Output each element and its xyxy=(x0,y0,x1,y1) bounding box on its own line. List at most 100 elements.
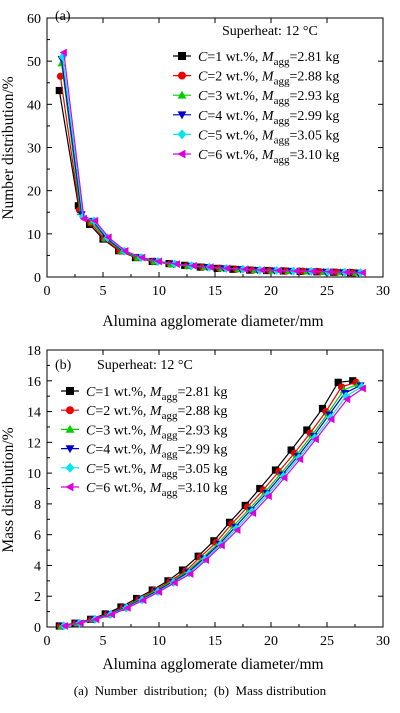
y-tick-label: 0 xyxy=(34,621,41,636)
data-point xyxy=(56,72,65,80)
y-axis-label: Mass distribution/% xyxy=(0,427,17,552)
x-tick-label: 30 xyxy=(376,284,390,299)
data-point xyxy=(318,404,327,413)
data-point xyxy=(311,435,319,444)
y-tick-label: 40 xyxy=(27,98,41,113)
data-point xyxy=(91,216,99,225)
legend-label: C=3 wt.%, Magg=2.93 kg xyxy=(198,89,339,107)
y-tick-label: 10 xyxy=(27,467,41,482)
legend-label: C=1 wt.%, Magg=2.81 kg xyxy=(86,385,227,403)
data-point xyxy=(154,587,163,596)
y-tick-label: 12 xyxy=(27,436,41,451)
y-tick-label: 4 xyxy=(34,559,41,574)
legend-item: C=5 wt.%, Magg=3.05 kg xyxy=(173,128,339,146)
legend-marker xyxy=(178,71,186,80)
data-point xyxy=(349,377,357,385)
x-tick-label: 30 xyxy=(376,634,390,649)
data-point xyxy=(139,596,147,605)
legend-item: C=2 wt.%, Magg=2.88 kg xyxy=(173,70,339,88)
figure-caption: (a) Number distribution; (b) Mass distri… xyxy=(73,683,327,698)
data-point xyxy=(189,261,197,270)
series-line xyxy=(59,76,354,274)
x-tick-label: 10 xyxy=(152,634,166,649)
y-tick-label: 60 xyxy=(27,12,41,27)
x-tick-label: 15 xyxy=(208,634,222,649)
data-point xyxy=(309,267,317,276)
x-tick-label: 15 xyxy=(208,284,222,299)
y-tick-label: 16 xyxy=(27,375,41,390)
legend-item: C=2 wt.%, Magg=2.88 kg xyxy=(61,404,227,422)
data-point xyxy=(241,265,249,274)
x-tick-label: 20 xyxy=(264,284,278,299)
data-point xyxy=(186,569,194,578)
data-point xyxy=(170,578,178,587)
legend-marker xyxy=(65,482,74,492)
data-point xyxy=(201,556,210,565)
x-tick-label: 5 xyxy=(100,634,107,649)
superheat-annotation: Superheat: 12 °C xyxy=(222,24,318,39)
data-point xyxy=(107,610,116,619)
data-point xyxy=(172,260,180,269)
data-point xyxy=(233,526,241,535)
data-point xyxy=(121,247,129,256)
y-tick-label: 0 xyxy=(34,271,41,286)
y-tick-label: 2 xyxy=(34,590,41,605)
data-point xyxy=(264,492,272,501)
legend-label: C=3 wt.%, Magg=2.93 kg xyxy=(86,423,227,441)
series-6 xyxy=(60,384,366,630)
data-point xyxy=(92,615,100,624)
legend-item: C=6 wt.%, Magg=3.10 kg xyxy=(61,481,227,499)
data-point xyxy=(217,541,225,550)
y-tick-label: 6 xyxy=(34,529,41,544)
legend-marker xyxy=(177,111,187,120)
legend-marker xyxy=(66,387,74,395)
data-point xyxy=(248,509,257,518)
series-line xyxy=(62,384,361,627)
legend-label: C=2 wt.%, Magg=2.88 kg xyxy=(198,70,339,88)
legend-item: C=1 wt.%, Magg=2.81 kg xyxy=(173,50,339,68)
data-point xyxy=(256,484,264,493)
legend-item: C=4 wt.%, Magg=2.99 kg xyxy=(173,109,339,127)
chart-panel-a: 0 5 10 15 20 25 30 0 10 20 30 40 50 60 Alumina agglome… xyxy=(0,9,390,330)
legend-marker xyxy=(177,149,186,159)
data-point xyxy=(257,266,266,275)
data-point xyxy=(358,384,366,393)
legend-label: C=4 wt.%, Magg=2.99 kg xyxy=(198,109,339,127)
data-point xyxy=(358,268,366,277)
legend-label: C=6 wt.%, Magg=3.10 kg xyxy=(86,481,227,499)
legend-label: C=6 wt.%, Magg=3.10 kg xyxy=(198,148,339,166)
data-point xyxy=(55,86,63,95)
data-point xyxy=(271,466,280,474)
superheat-annotation: Superheat: 12 °C xyxy=(97,358,193,373)
x-tick-label: 0 xyxy=(44,634,51,649)
panel-label: (b) xyxy=(55,358,72,373)
legend-marker xyxy=(178,52,186,60)
legend-item: C=1 wt.%, Magg=2.81 kg xyxy=(61,385,227,403)
x-tick-label: 0 xyxy=(44,284,51,299)
x-tick-label: 25 xyxy=(320,634,334,649)
y-tick-label: 14 xyxy=(27,406,41,421)
x-axis-label: Alumina agglomerate diameter/mm xyxy=(102,313,323,330)
legend-marker xyxy=(65,424,75,433)
chart-panel-b: 0 5 10 15 20 25 30 0 2 4 6 8 10 12 14 16 18 Alumina agglo… xyxy=(0,344,390,673)
legend-marker xyxy=(177,90,187,99)
data-point xyxy=(206,263,214,272)
y-tick-label: 10 xyxy=(27,228,41,243)
data-point xyxy=(303,426,311,434)
data-point xyxy=(327,415,335,424)
data-point xyxy=(223,264,231,273)
series-4 xyxy=(58,382,365,631)
data-point xyxy=(326,267,334,276)
y-tick-label: 50 xyxy=(27,55,41,70)
legend-label: C=5 wt.%, Magg=3.05 kg xyxy=(86,462,227,480)
data-point xyxy=(59,48,67,57)
data-point xyxy=(58,52,67,62)
series-6 xyxy=(59,48,366,277)
x-tick-label: 10 xyxy=(152,284,166,299)
data-point xyxy=(334,378,342,386)
legend-label: C=4 wt.%, Magg=2.99 kg xyxy=(86,443,227,461)
data-point xyxy=(287,446,295,454)
y-tick-label: 18 xyxy=(27,344,41,359)
legend-marker xyxy=(177,129,187,140)
